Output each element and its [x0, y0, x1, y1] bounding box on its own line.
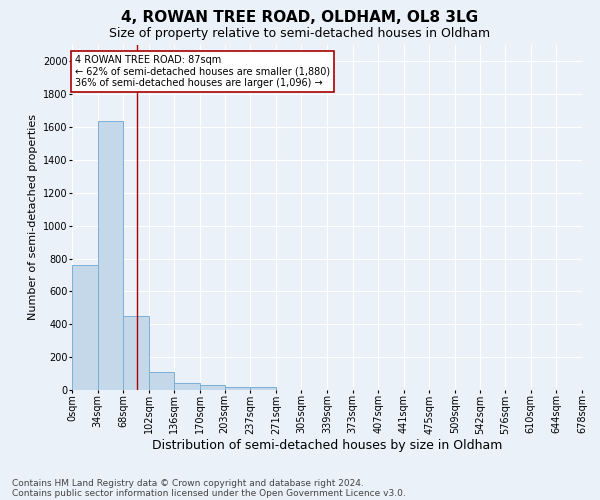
Bar: [149, 372, 175, 390]
Text: 4 ROWAN TREE ROAD: 87sqm
← 62% of semi-detached houses are smaller (1,880)
36% o: 4 ROWAN TREE ROAD: 87sqm ← 62% of semi-d…: [75, 55, 330, 88]
Text: 4, ROWAN TREE ROAD, OLDHAM, OL8 3LG: 4, ROWAN TREE ROAD, OLDHAM, OL8 3LG: [121, 10, 479, 25]
Bar: [200, 385, 226, 390]
X-axis label: Distribution of semi-detached houses by size in Oldham: Distribution of semi-detached houses by …: [152, 439, 502, 452]
Bar: [250, 386, 276, 390]
Bar: [72, 265, 98, 390]
Bar: [175, 382, 200, 390]
Text: Size of property relative to semi-detached houses in Oldham: Size of property relative to semi-detach…: [109, 28, 491, 40]
Bar: [123, 316, 149, 390]
Bar: [98, 120, 123, 390]
Text: Contains HM Land Registry data © Crown copyright and database right 2024.: Contains HM Land Registry data © Crown c…: [12, 478, 364, 488]
Y-axis label: Number of semi-detached properties: Number of semi-detached properties: [28, 114, 38, 320]
Bar: [224, 386, 250, 390]
Text: Contains public sector information licensed under the Open Government Licence v3: Contains public sector information licen…: [12, 488, 406, 498]
